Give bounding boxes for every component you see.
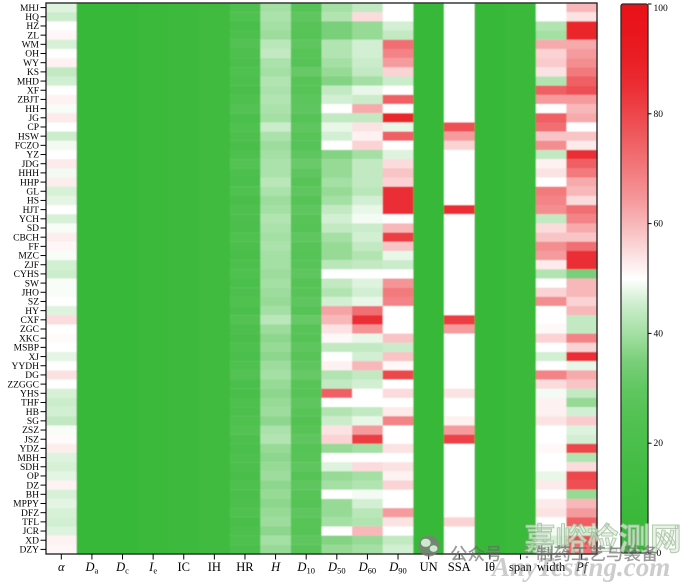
svg-text:DG: DG [25,371,39,381]
svg-text:MPPY: MPPY [13,500,39,510]
svg-text:HHH: HHH [18,169,39,179]
svg-text:KS: KS [27,68,39,78]
svg-text:D60: D60 [358,560,377,575]
svg-text:SZ: SZ [28,298,39,308]
svg-text:YCH: YCH [19,215,39,225]
svg-text:TFL: TFL [22,518,39,528]
svg-text:JG: JG [28,114,39,124]
svg-text:CYHS: CYHS [14,270,39,280]
svg-text:HY: HY [25,307,39,317]
svg-text:DZ: DZ [26,481,39,491]
svg-text:HSW: HSW [18,132,39,142]
svg-text:CP: CP [27,123,39,133]
svg-text:JDG: JDG [22,160,40,170]
svg-text:span: span [509,560,533,574]
svg-text:FCZO: FCZO [15,142,39,152]
svg-text:WM: WM [22,41,40,51]
svg-text:XJ: XJ [28,353,39,363]
svg-text:ZGC: ZGC [20,325,39,335]
svg-text:HB: HB [26,408,39,418]
svg-text:ZBJT: ZBJT [17,96,39,106]
svg-text:JHO: JHO [22,288,40,298]
svg-text:80: 80 [654,110,664,120]
svg-text:Pf: Pf [575,560,589,574]
svg-text:SG: SG [27,417,39,427]
svg-text:Ie: Ie [148,560,157,575]
svg-text:YHS: YHS [20,389,39,399]
svg-text:YDZ: YDZ [19,445,39,455]
svg-text:THF: THF [21,399,39,409]
svg-text:MSBP: MSBP [14,344,39,354]
svg-text:H: H [270,560,281,574]
svg-text:OH: OH [25,50,39,60]
svg-text:XD: XD [25,536,39,546]
svg-text:HJT: HJT [23,206,40,216]
svg-text:DFZ: DFZ [21,509,39,519]
svg-text:YYDH: YYDH [12,362,40,372]
svg-text:Iθ: Iθ [485,560,495,574]
svg-text:HQ: HQ [25,13,39,23]
svg-text:DZY: DZY [19,546,39,556]
svg-text:HZ: HZ [26,22,39,32]
svg-text:D50: D50 [327,560,346,575]
svg-text:MHD: MHD [17,77,39,87]
svg-text:OP: OP [27,472,39,482]
svg-text:SD: SD [27,224,39,234]
svg-text:α: α [58,560,65,574]
svg-text:D10: D10 [296,560,315,575]
svg-text:XF: XF [27,86,39,96]
svg-text:JCR: JCR [23,527,40,537]
svg-text:SDH: SDH [20,463,39,473]
svg-text:MHJ: MHJ [20,4,39,14]
svg-text:ZZGGC: ZZGGC [7,380,39,390]
svg-text:CBCH: CBCH [13,233,39,243]
svg-text:JSZ: JSZ [24,435,39,445]
svg-text:IC: IC [178,560,191,574]
svg-text:Da: Da [85,560,99,575]
svg-text:HHP: HHP [20,178,39,188]
svg-text:GL: GL [26,187,39,197]
svg-text:UN: UN [420,560,438,574]
svg-text:ZL: ZL [27,31,39,41]
svg-text:MZC: MZC [18,252,39,262]
svg-text:BH: BH [26,491,39,501]
svg-text:Dc: Dc [115,560,129,575]
svg-text:YZ: YZ [26,151,39,161]
svg-text:40: 40 [654,329,664,339]
svg-text:D90: D90 [388,560,407,575]
svg-text:HR: HR [236,560,254,574]
svg-text:ZJF: ZJF [24,261,39,271]
svg-text:IH: IH [208,560,221,574]
svg-text:HH: HH [25,105,39,115]
svg-text:WY: WY [23,59,39,69]
svg-text:HS: HS [27,197,39,207]
svg-text:SW: SW [25,279,39,289]
svg-text:0: 0 [657,549,662,559]
svg-text:FF: FF [28,243,39,253]
svg-text:60: 60 [654,220,664,230]
svg-text:MBH: MBH [17,454,39,464]
svg-text:XKC: XKC [19,334,39,344]
svg-text:CXF: CXF [21,316,39,326]
svg-text:20: 20 [654,439,664,449]
svg-text:width: width [537,560,566,574]
svg-text:ZSZ: ZSZ [22,426,39,436]
svg-text:SSA: SSA [448,560,471,574]
svg-text:100: 100 [654,4,669,14]
